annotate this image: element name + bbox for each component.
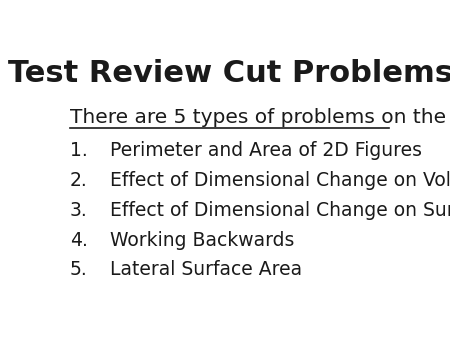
Text: Perimeter and Area of 2D Figures: Perimeter and Area of 2D Figures xyxy=(110,141,422,160)
Text: 4.: 4. xyxy=(70,231,88,249)
Text: 5.: 5. xyxy=(70,261,88,280)
Text: Effect of Dimensional Change on Volume: Effect of Dimensional Change on Volume xyxy=(110,171,450,190)
Text: Lateral Surface Area: Lateral Surface Area xyxy=(110,261,302,280)
Text: 2.: 2. xyxy=(70,171,88,190)
Text: Effect of Dimensional Change on Surface Area: Effect of Dimensional Change on Surface … xyxy=(110,201,450,220)
Text: 3.: 3. xyxy=(70,201,88,220)
Text: Test Review Cut Problems: Test Review Cut Problems xyxy=(8,59,450,88)
Text: 1.: 1. xyxy=(70,141,88,160)
Text: There are 5 types of problems on the test:: There are 5 types of problems on the tes… xyxy=(70,108,450,127)
Text: Working Backwards: Working Backwards xyxy=(110,231,295,249)
